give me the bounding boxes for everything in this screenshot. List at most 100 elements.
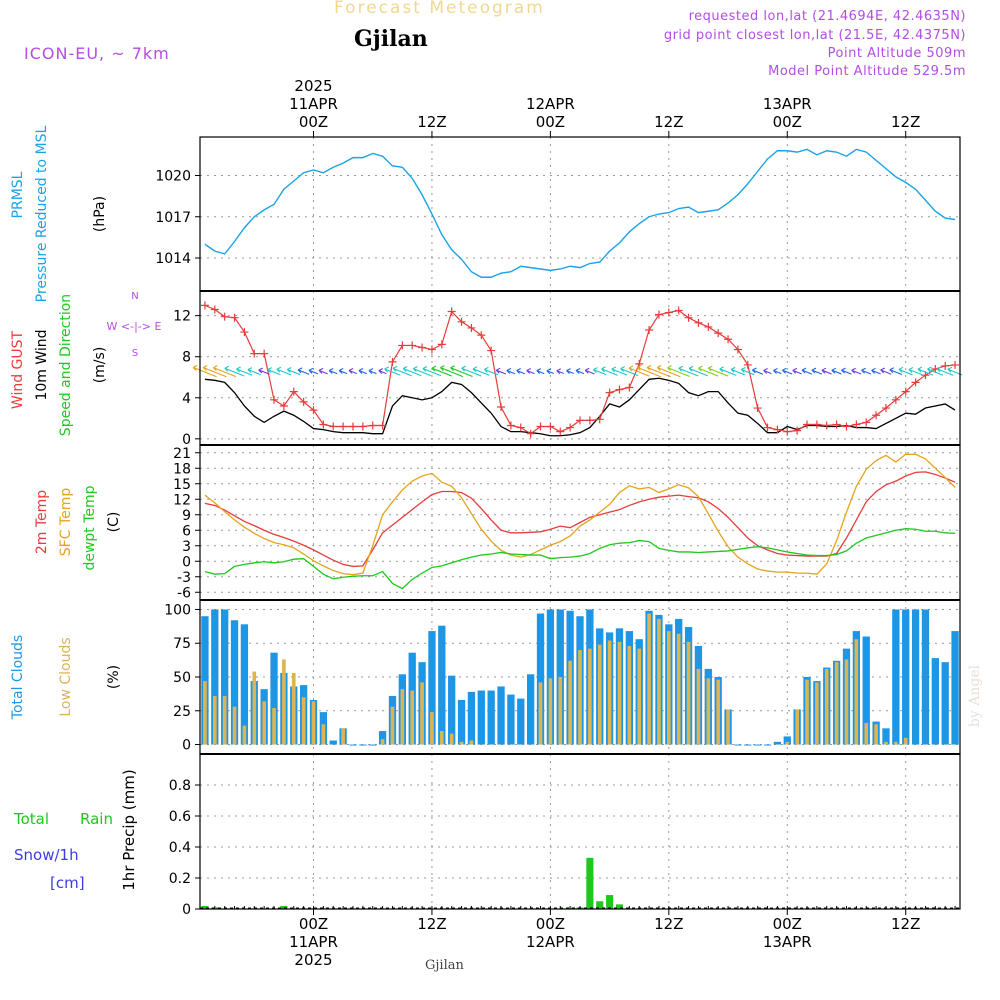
wind-direction-arrow bbox=[908, 368, 923, 376]
gust-marker bbox=[240, 328, 249, 337]
wind-arrow-head bbox=[402, 366, 408, 372]
gust-marker bbox=[270, 395, 279, 404]
low-cloud-bar bbox=[676, 633, 681, 745]
gust-marker bbox=[546, 422, 555, 431]
wind-direction-arrow bbox=[898, 368, 913, 376]
gust-label: Wind GUST bbox=[10, 330, 26, 409]
wind-arrow-head bbox=[801, 367, 807, 374]
low-cloud-bar bbox=[548, 678, 553, 745]
rain-bar bbox=[280, 905, 288, 909]
gust-marker bbox=[467, 323, 476, 332]
pressure-label: PRMSL bbox=[10, 171, 26, 218]
low-cloud-bar bbox=[903, 737, 908, 745]
low-cloud-bar bbox=[824, 668, 829, 745]
footer-location: Gjilan bbox=[425, 958, 464, 973]
wind-arrow-head bbox=[276, 366, 282, 373]
y-tick-label: -3 bbox=[177, 570, 191, 586]
wind-direction-arrow bbox=[861, 369, 872, 375]
wind-direction-arrow bbox=[575, 370, 585, 375]
total-cloud-bar bbox=[240, 624, 249, 745]
pressure-label-long: Pressure Reduced to MSL bbox=[34, 125, 50, 302]
total-cloud-bar bbox=[754, 744, 762, 746]
wind-arrow-head bbox=[584, 367, 590, 374]
low-cloud-bar bbox=[282, 659, 286, 745]
gust-marker bbox=[625, 383, 634, 392]
gust-marker bbox=[615, 385, 624, 394]
wind-unit: (m/s) bbox=[92, 347, 108, 384]
gust-marker bbox=[803, 420, 812, 429]
y-tick-label: 25 bbox=[173, 704, 191, 720]
gust-marker bbox=[526, 429, 535, 438]
y-tick-label: 9 bbox=[182, 508, 191, 524]
wind-arrow-head bbox=[431, 365, 437, 372]
y-tick-label: 0 bbox=[182, 554, 191, 570]
wind-arrow-head bbox=[667, 365, 672, 372]
wind-arrow-head bbox=[908, 366, 914, 373]
gust-marker bbox=[220, 312, 229, 321]
wind-direction-arrow bbox=[917, 368, 934, 376]
wind-direction-arrow bbox=[339, 370, 348, 375]
wind-direction-arrow bbox=[593, 369, 607, 376]
gust-marker bbox=[664, 308, 673, 317]
wind-direction-arrow bbox=[496, 369, 507, 375]
wind-direction-arrow bbox=[258, 369, 270, 375]
wind-arrow-head bbox=[318, 367, 324, 374]
total-cloud-bar bbox=[428, 631, 436, 745]
temp-unit: (C) bbox=[106, 512, 122, 533]
wind-arrow-head bbox=[566, 368, 571, 375]
wind-direction-arrow bbox=[667, 367, 691, 378]
wind-direction-arrow bbox=[792, 369, 802, 375]
total-cloud-bar bbox=[487, 690, 495, 745]
y-tick-label: 12 bbox=[173, 492, 191, 508]
point-altitude: Point Altitude 509m bbox=[827, 46, 966, 61]
wind-direction-arrow bbox=[871, 369, 881, 375]
gust-marker bbox=[457, 317, 466, 326]
bottom-time-label: 12APR bbox=[526, 933, 575, 951]
wind-arrow-head bbox=[831, 367, 837, 374]
gust-marker bbox=[862, 418, 871, 427]
wind-direction-arrow bbox=[413, 368, 431, 377]
y-tick-label: 18 bbox=[173, 461, 191, 477]
low-cloud-bar bbox=[203, 681, 207, 745]
wind-arrow-head bbox=[202, 364, 208, 371]
top-time-label: 12APR bbox=[526, 95, 575, 113]
wind-arrow-head bbox=[378, 368, 384, 374]
clouds-unit: (%) bbox=[106, 665, 122, 689]
total-clouds-label: Total Clouds bbox=[10, 635, 26, 720]
low-cloud-bar bbox=[696, 668, 701, 745]
total-cloud-bar bbox=[892, 609, 900, 745]
total-cloud-bar bbox=[773, 741, 782, 745]
snow-unit: [cm] bbox=[50, 874, 85, 892]
gust-marker bbox=[329, 422, 338, 431]
low-cloud-bar bbox=[706, 678, 711, 745]
compass-west-east: W <-|-> E bbox=[107, 320, 162, 333]
wind-arrow-head bbox=[898, 366, 904, 373]
total-cloud-bar bbox=[477, 690, 485, 745]
gust-marker bbox=[289, 387, 298, 396]
wind-direction-arrow bbox=[318, 369, 328, 375]
wind-arrow-head bbox=[792, 367, 798, 374]
wind-direction-arrow bbox=[213, 367, 237, 378]
low-cloud-bar bbox=[657, 618, 661, 745]
gust-marker bbox=[842, 422, 851, 431]
wind-direction-arrow bbox=[247, 369, 261, 376]
wind-arrow-head bbox=[328, 367, 334, 374]
wind-direction-arrow bbox=[719, 368, 737, 376]
rain-bar bbox=[201, 905, 209, 909]
y-tick-label: 3 bbox=[182, 539, 191, 555]
gust-marker bbox=[872, 411, 881, 420]
low-cloud-bar bbox=[301, 697, 306, 745]
wind-arrow-head bbox=[506, 367, 512, 374]
top-time-label: 13APR bbox=[763, 95, 812, 113]
low-cloud-bar bbox=[291, 672, 296, 745]
total-cloud-bar bbox=[517, 698, 525, 745]
gust-marker bbox=[210, 305, 219, 314]
wind-direction-arrow bbox=[773, 370, 782, 375]
wind-arrow-head bbox=[620, 366, 625, 373]
wind-arrow-head bbox=[536, 368, 542, 374]
y-tick-label: 1020 bbox=[155, 169, 191, 185]
wind-arrow-head bbox=[936, 366, 942, 373]
wind-arrow-head bbox=[917, 366, 923, 373]
wind-direction-arrow bbox=[927, 368, 944, 376]
